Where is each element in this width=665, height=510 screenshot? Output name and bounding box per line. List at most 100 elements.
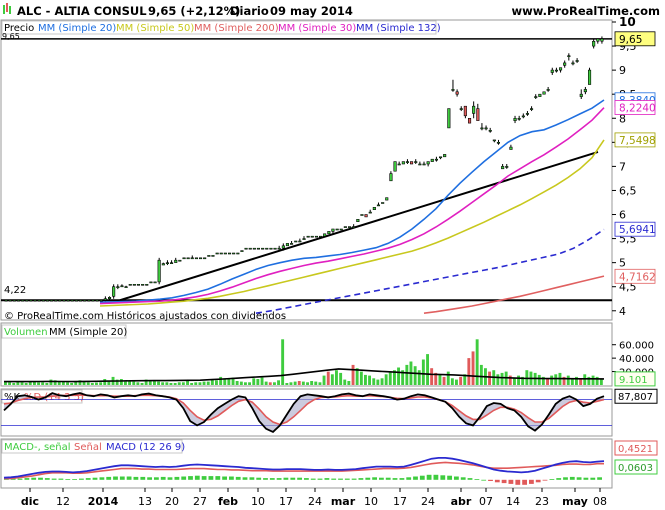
copyright-note: © ProRealTime.com Históricos ajustados c… xyxy=(4,310,286,322)
volume-bar-up xyxy=(140,383,144,385)
candle-up xyxy=(331,228,335,232)
candle-up xyxy=(83,299,87,302)
candle-up xyxy=(203,257,207,260)
stoch-k-label: %K xyxy=(4,392,21,403)
candle-up xyxy=(70,299,74,302)
candle-up xyxy=(372,207,376,211)
candle-up xyxy=(488,130,492,132)
candle-up xyxy=(401,161,405,165)
price-tick-label: 8 xyxy=(619,112,626,125)
volume-bar-up xyxy=(28,381,32,385)
volume-bar-up xyxy=(74,381,78,385)
candle-up xyxy=(108,296,112,299)
value-tag-box xyxy=(614,268,656,284)
volume-bar-up xyxy=(70,383,74,385)
macd-hist-up xyxy=(215,476,221,480)
macd-hist-up xyxy=(31,477,37,480)
candle-up xyxy=(186,257,190,260)
header-bar: ALC - ALTIA CONSUL 9,65 (+2,12%) Diario … xyxy=(3,3,660,18)
volume-ma-label: MM (Simple 20) xyxy=(49,327,127,338)
candle-up xyxy=(145,283,149,286)
volume-bar-up xyxy=(554,374,558,385)
volume-bar-up xyxy=(479,364,483,385)
macd-hist-up xyxy=(79,478,84,480)
macd-hist-down xyxy=(522,479,527,485)
volume-bar-up xyxy=(16,381,20,385)
date-tick-label: 13 xyxy=(138,495,152,508)
macd-hist-up xyxy=(304,478,309,480)
date-tick-label: abr xyxy=(451,495,472,508)
candle-up xyxy=(575,60,579,62)
candle-up xyxy=(66,299,70,302)
top-label: 9,65 xyxy=(2,32,20,41)
candle-up xyxy=(49,299,54,302)
candle-up xyxy=(567,55,571,58)
macd-hist-up xyxy=(72,479,77,480)
volume-bar-up xyxy=(53,380,57,385)
candle-up xyxy=(397,163,401,166)
macd-hist-up xyxy=(467,478,473,480)
stoch-fill xyxy=(4,393,604,432)
macd-hist-up xyxy=(249,477,255,480)
volume-bar-up xyxy=(575,376,578,385)
volume-bar-up xyxy=(210,379,214,385)
volume-bar-up xyxy=(521,376,525,385)
macd-hist-up xyxy=(85,478,91,480)
volume-bar-up xyxy=(401,370,405,385)
date-tick-label: 08 xyxy=(593,495,607,508)
site-url[interactable]: www.ProRealTime.com xyxy=(511,4,660,18)
candle-up xyxy=(244,247,248,250)
macd-hist-up xyxy=(556,478,562,480)
value-tag-label: 5,6941 xyxy=(619,224,656,236)
candle-up xyxy=(538,93,542,97)
volume-bar-up xyxy=(235,381,239,385)
macd-hist-up xyxy=(331,478,337,480)
volume-bar-down xyxy=(467,358,471,385)
candle-up xyxy=(558,67,563,71)
candle-up xyxy=(285,243,290,247)
volume-bar-down xyxy=(488,371,491,385)
volume-bar-up xyxy=(314,381,318,385)
volume-bar-down xyxy=(326,371,330,385)
candle-up xyxy=(95,299,99,302)
macd-hist-up xyxy=(351,478,357,480)
macd-value-tag-box xyxy=(614,440,658,456)
volume-bar-up xyxy=(417,370,421,385)
volume-bar-up xyxy=(310,381,314,385)
candle-up xyxy=(74,299,78,302)
volume-bar-up xyxy=(99,382,103,385)
volume-bar-up xyxy=(339,372,343,385)
candle-up xyxy=(314,235,319,238)
volume-bar-up xyxy=(260,377,264,385)
macd-hist-down xyxy=(494,479,500,483)
macd-hist-up xyxy=(372,477,377,480)
price-tick-label: 5 xyxy=(619,257,626,270)
volume-bar-up xyxy=(57,381,61,385)
macd-hist-up xyxy=(106,476,112,480)
value-tag-label: 4,7162 xyxy=(619,271,656,283)
candle-up xyxy=(496,142,501,144)
candle-up xyxy=(542,91,546,95)
macd-hist-up xyxy=(201,476,207,480)
candle-up xyxy=(289,243,294,245)
candle-up xyxy=(318,235,323,238)
date-tick-label: 23 xyxy=(535,495,549,508)
candle-up xyxy=(418,163,422,166)
macd-signal-line xyxy=(4,461,604,480)
candle-down xyxy=(364,214,368,218)
date-tick-label: 24 xyxy=(308,495,322,508)
value-tag-box xyxy=(614,100,656,115)
volume-bar-up xyxy=(277,380,280,385)
candle-up xyxy=(298,240,302,243)
macd-hist-up xyxy=(181,476,187,480)
price-tick-label: 4 xyxy=(619,305,626,318)
candle-up xyxy=(459,108,463,110)
macd-legend: MACD-, señal Señal MACD (12 26 9) xyxy=(1,439,185,454)
volume-bar-up xyxy=(157,381,160,385)
volume-bar-up xyxy=(248,382,251,385)
candle-up xyxy=(501,166,505,170)
volume-bar-up xyxy=(570,378,574,385)
volume-bar-up xyxy=(384,374,388,385)
macd-hist-up xyxy=(92,477,98,480)
